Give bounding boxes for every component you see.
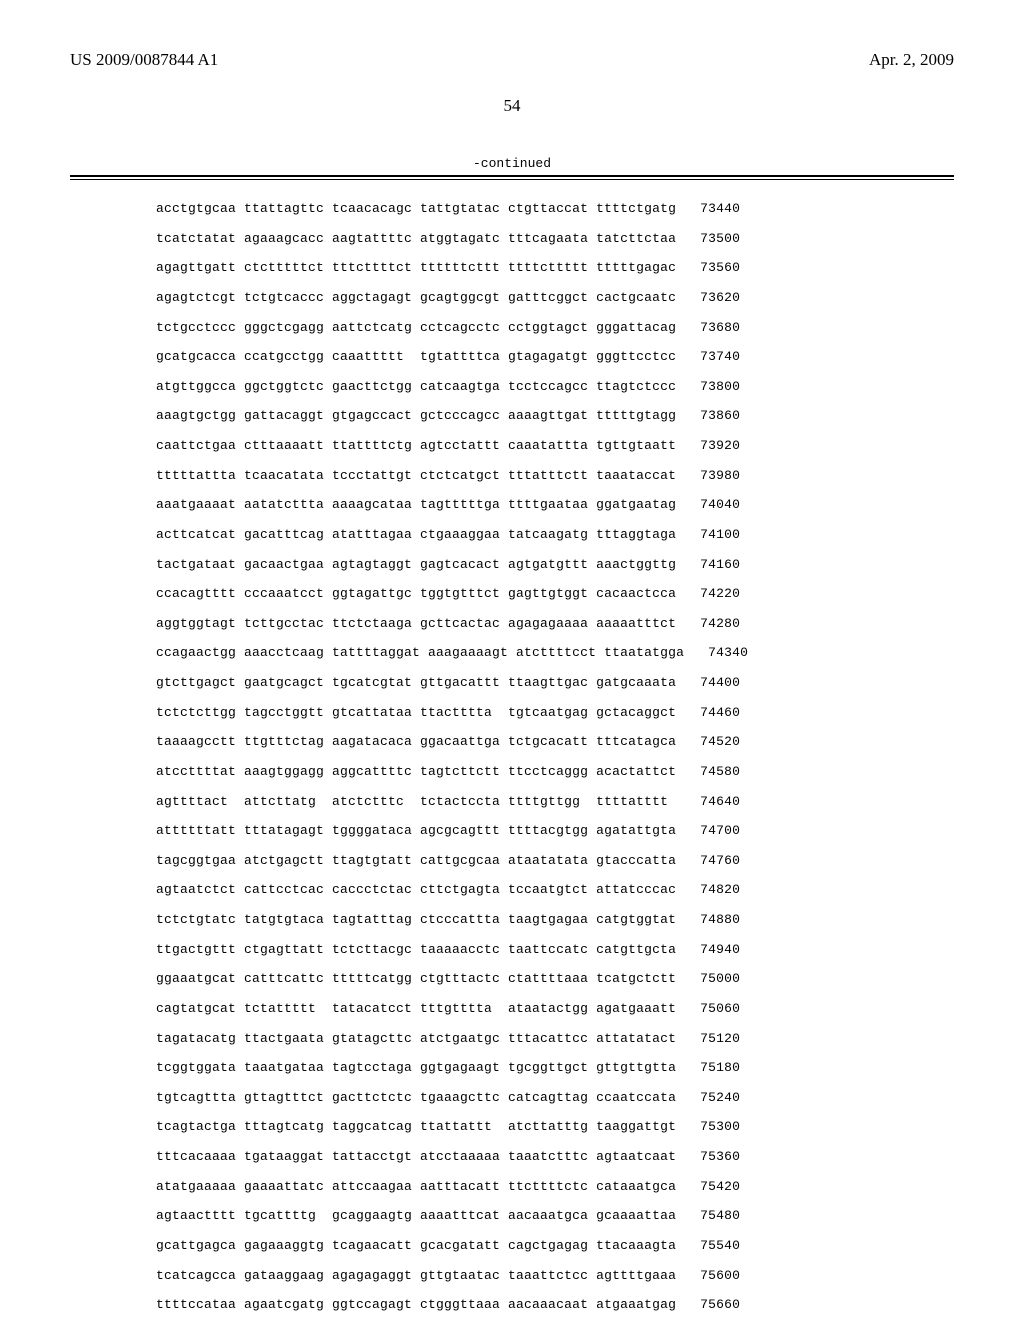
publication-date: Apr. 2, 2009 xyxy=(869,50,954,70)
page-number: 54 xyxy=(70,96,954,116)
sequence-listing: acctgtgcaa ttattagttc tcaacacagc tattgta… xyxy=(156,194,954,1320)
horizontal-rule-thick xyxy=(70,175,954,177)
page-header: US 2009/0087844 A1 Apr. 2, 2009 xyxy=(70,50,954,70)
continued-label: -continued xyxy=(70,156,954,171)
horizontal-rule-thin xyxy=(70,179,954,180)
patent-page: US 2009/0087844 A1 Apr. 2, 2009 54 -cont… xyxy=(0,0,1024,1320)
publication-number: US 2009/0087844 A1 xyxy=(70,50,218,70)
